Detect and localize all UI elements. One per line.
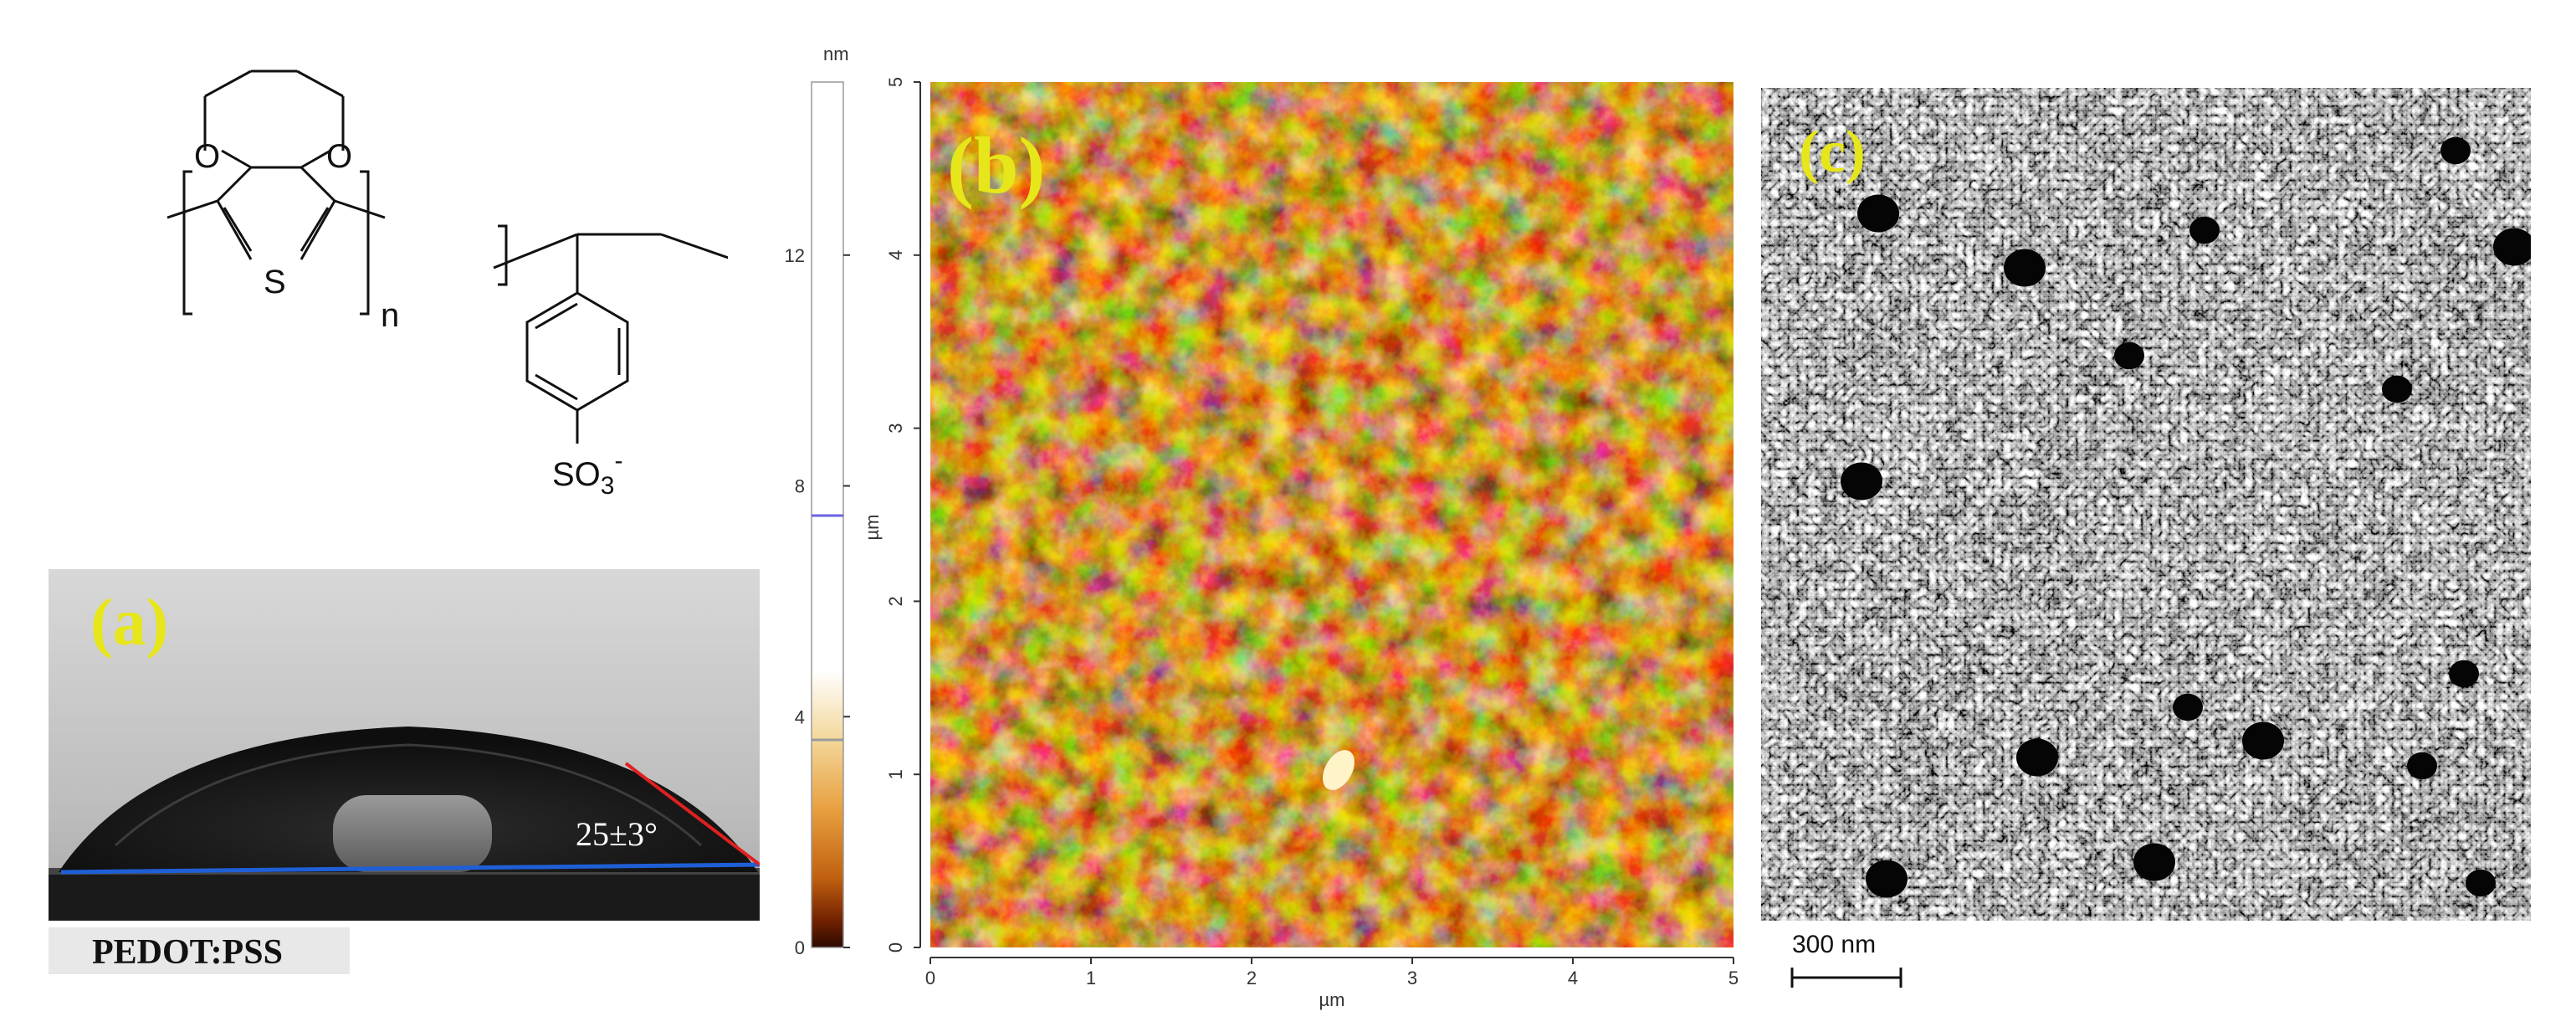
x-tick-label: 2 — [1247, 968, 1257, 988]
y-tick-label: 4 — [885, 250, 906, 260]
contact-angle-image: 25±3° (a) — [49, 569, 760, 921]
panel-a: 25±3° (a) — [49, 569, 760, 921]
y-tick-label: 0 — [885, 942, 906, 952]
sem-pore — [2407, 752, 2437, 780]
afm-bright-feature — [1323, 750, 1355, 790]
pedot-sulfur: S — [264, 264, 286, 300]
pss-sulfonate: SO3- — [552, 447, 622, 500]
tangent-line — [624, 762, 760, 866]
sem-pore — [1857, 194, 1899, 233]
panel-a-letter: (a) — [90, 586, 168, 660]
pss-structure — [493, 224, 728, 444]
x-tick-label: 5 — [1728, 968, 1739, 988]
baseline-line — [60, 862, 760, 875]
pedot-oxygen-left: O — [194, 138, 220, 175]
pedot-oxygen-right: O — [326, 138, 352, 175]
sem-pore — [2382, 375, 2412, 403]
scale-bar-label: 300 nm — [1792, 931, 1877, 958]
colorbar-tick-label: 8 — [795, 476, 805, 497]
x-tick-label: 3 — [1407, 968, 1417, 988]
sem-pore — [1841, 462, 1882, 501]
x-tick-label: 1 — [1086, 968, 1096, 988]
colorbar-tick-label: 0 — [795, 937, 805, 958]
sem-pore — [2440, 136, 2471, 165]
y-tick-label: 2 — [885, 596, 906, 606]
sem-pores — [1841, 136, 2531, 898]
panel-b-letter: (b) — [947, 121, 1045, 210]
sample-label-box: PEDOT:PSS — [49, 927, 350, 974]
sample-label: PEDOT:PSS — [92, 933, 283, 972]
pedot-subscript: n — [381, 297, 399, 334]
sem-pore — [2449, 660, 2479, 688]
sem-pore — [2114, 341, 2144, 370]
chemical-structure: O O S n n SO3- — [166, 69, 728, 500]
droplet-reflection — [333, 795, 492, 872]
panel-c: (c) — [1761, 88, 2531, 921]
x-axis-label: µm — [1319, 989, 1344, 1010]
sem-pore — [2493, 228, 2531, 266]
afm-height-map — [930, 82, 1734, 947]
x-tick-label: 4 — [1568, 968, 1578, 988]
pedot-structure — [166, 69, 386, 316]
y-tick-label: 5 — [885, 77, 906, 87]
scale-bar: 300 nm — [1789, 931, 1906, 998]
sem-pore — [2466, 869, 2496, 897]
sem-pore — [1866, 860, 1908, 898]
sem-pore — [2133, 843, 2175, 881]
panel-c-letter: (c) — [1799, 118, 1866, 185]
sem-pore — [2173, 693, 2203, 721]
colorbar-tick-label: 12 — [785, 245, 805, 266]
y-tick-label: 3 — [885, 423, 906, 433]
sem-pore — [2189, 216, 2220, 244]
contact-angle-value: 25±3° — [576, 815, 658, 853]
sem-pore — [2016, 738, 2058, 777]
sem-pore — [2004, 249, 2046, 287]
colorbar-tick-label: 4 — [795, 706, 805, 727]
y-axis-label: µm — [862, 514, 883, 540]
sem-pore — [2242, 721, 2284, 760]
colorbar-unit: nm — [823, 44, 849, 64]
x-tick-label: 0 — [925, 968, 935, 988]
y-tick-label: 1 — [885, 769, 906, 779]
